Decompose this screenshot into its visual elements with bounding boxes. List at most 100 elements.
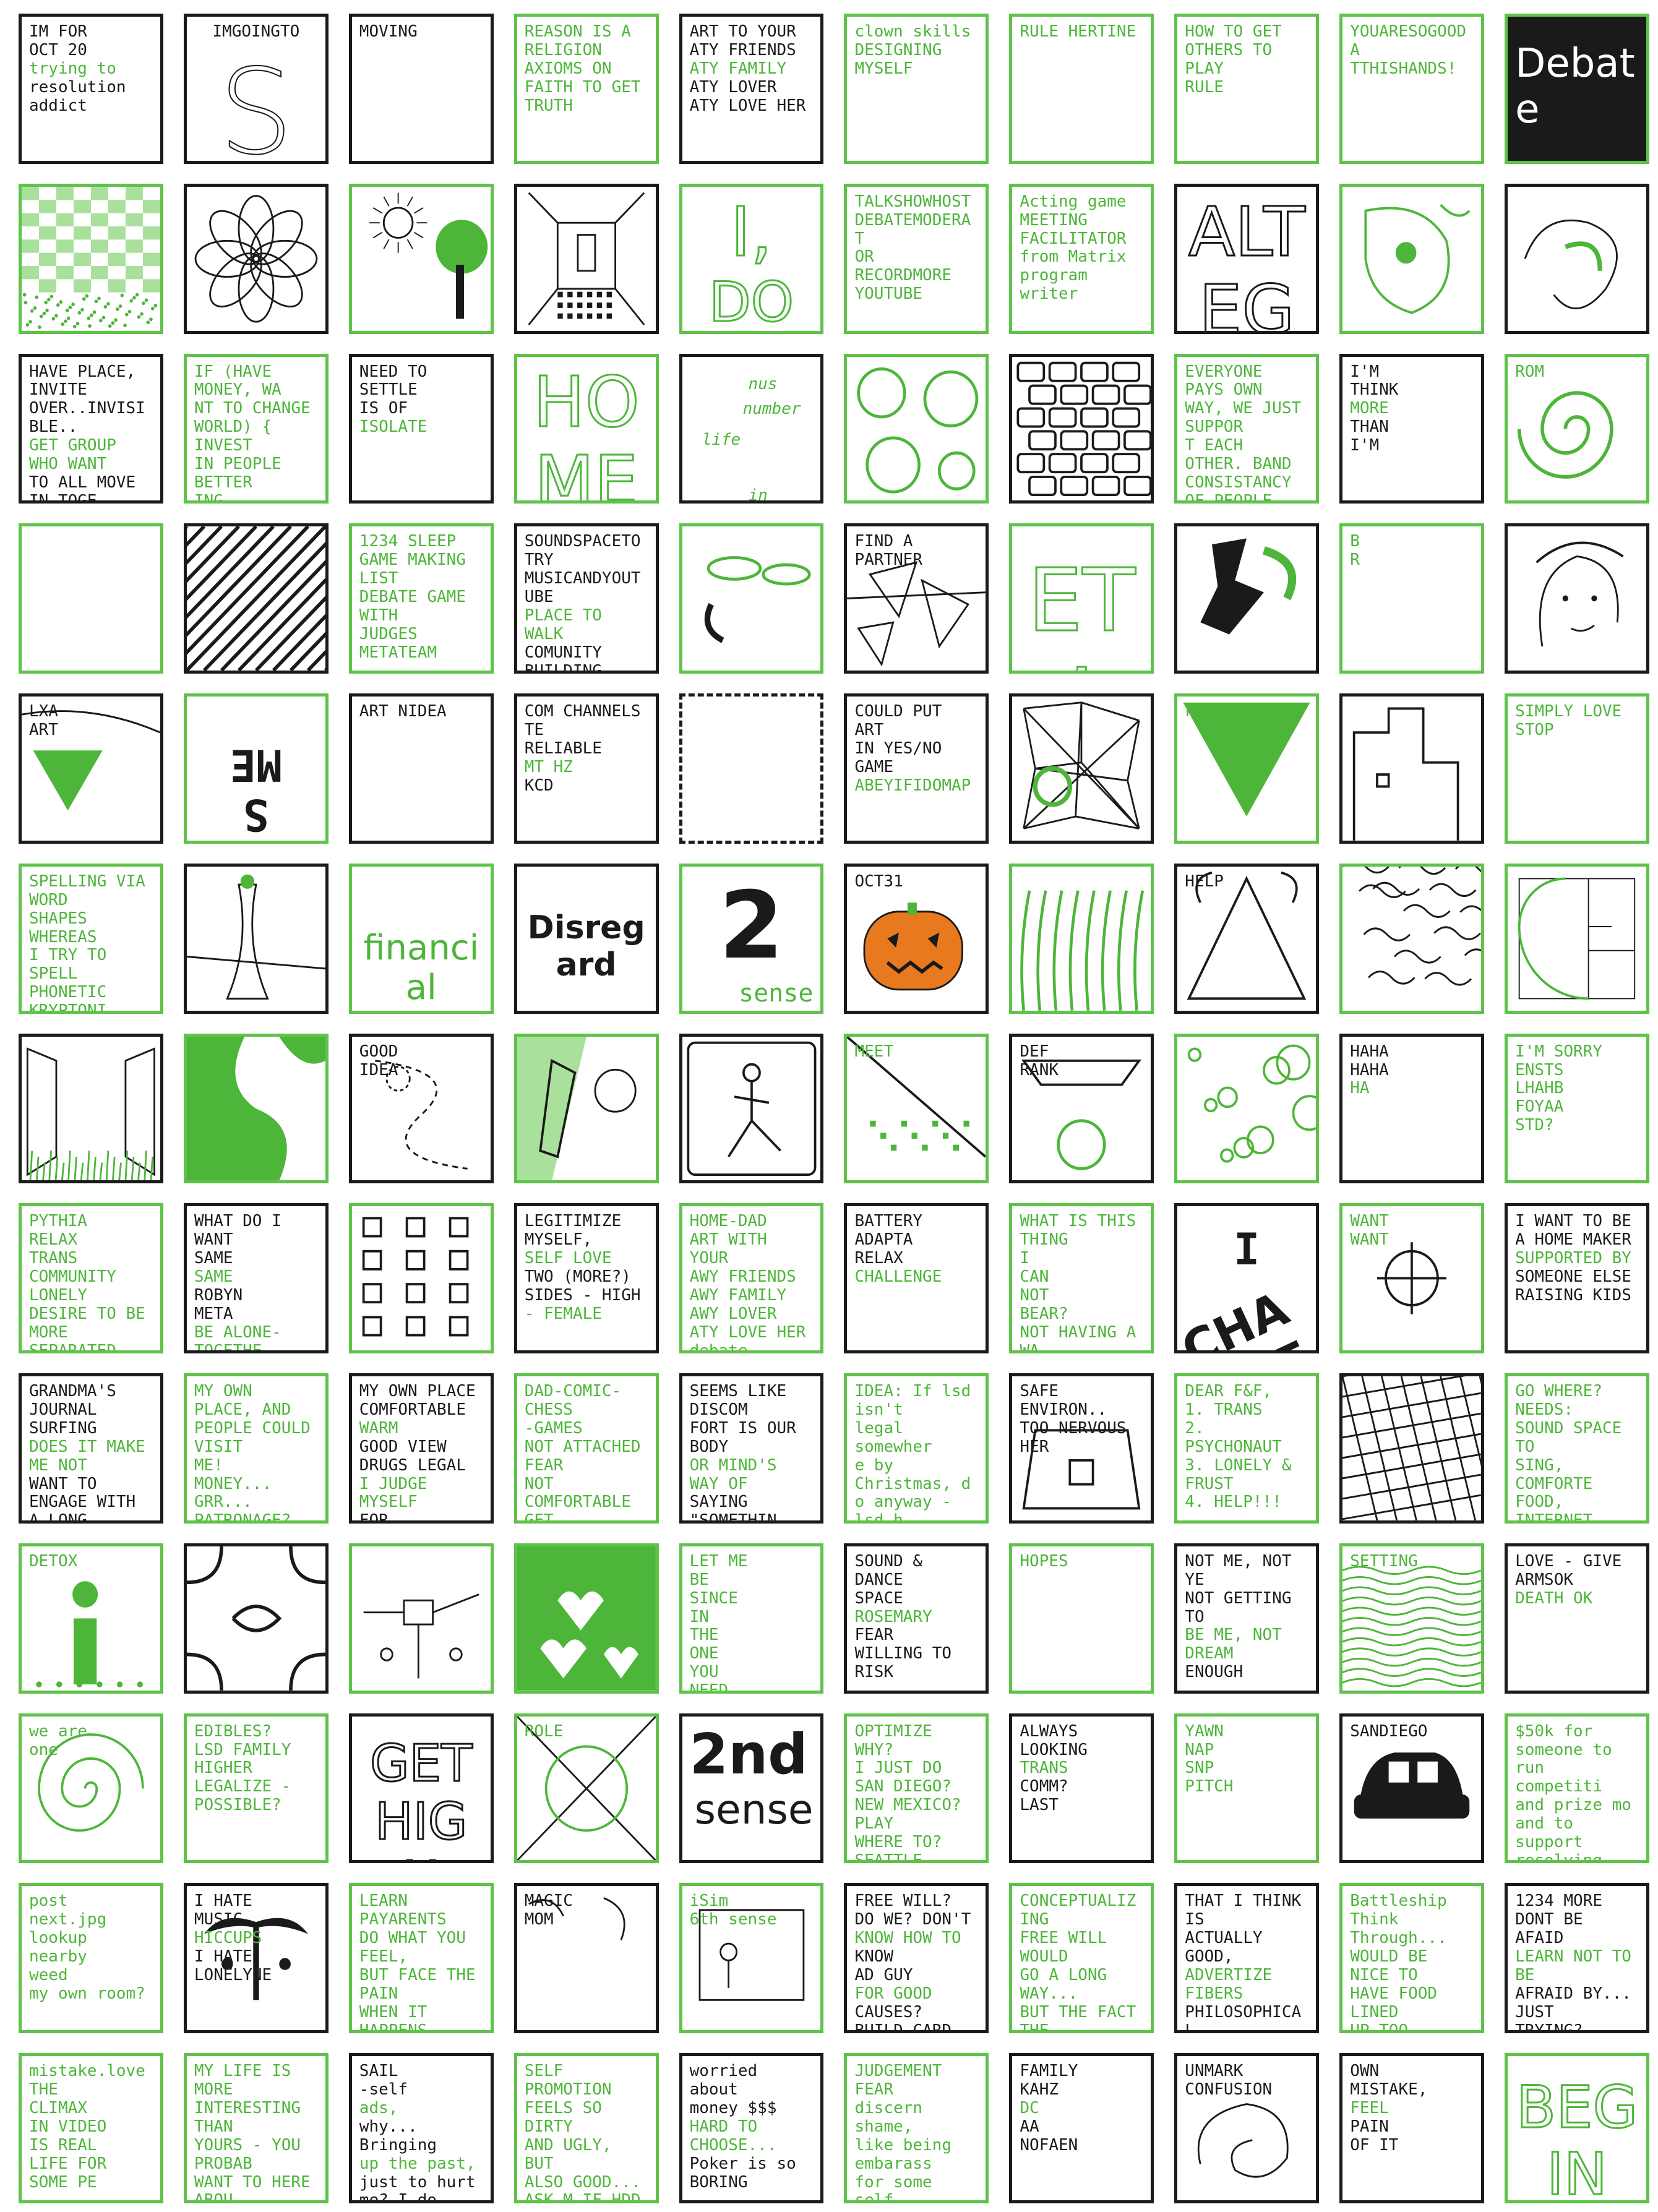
tile-text: HARD TO CHOOSE... — [689, 2117, 777, 2154]
tile-text: NOT HAVING A WA — [1020, 1322, 1136, 1354]
sketch-tile: 2nd sense — [679, 1713, 824, 1864]
tile-text: HELP — [1185, 872, 1224, 891]
tile-text: PITCH — [1185, 1777, 1234, 1796]
tile-text: SOUND & DANCE — [854, 1551, 923, 1589]
tile-text: FEAR — [854, 1626, 894, 1645]
tile-text: ATY LOVE HER — [689, 1322, 806, 1342]
sketch-tile: SELF PROMOTION FEELS SO DIRTY AND UGLY, BU… — [513, 2053, 659, 2203]
tile-text: AA — [1020, 2117, 1039, 2136]
sketch-tile — [1009, 863, 1154, 1014]
tile-text: o anyway - lsd h — [854, 1493, 952, 1524]
tile-text: RELAX — [29, 1230, 78, 1250]
tile-text: LEARN PAYARENTS — [359, 1892, 447, 1929]
tile-text: HA — [1350, 1079, 1370, 1098]
sketch-tile: SAIL -self ads, why... Bringing up the past, j… — [348, 2053, 494, 2203]
sketch-tile — [1174, 1033, 1320, 1184]
tile-text: TALKSHOWHOST — [854, 192, 971, 211]
tile-text: IS OF — [359, 399, 408, 418]
tile-text: PEOPLE COULD VISIT — [194, 1418, 311, 1456]
tile-text: NOT COMFORTABLE — [524, 1474, 631, 1512]
sketch-tile: we are one — [19, 1713, 163, 1864]
tile-text: 3. LONELY & FRUST — [1185, 1455, 1292, 1493]
tile-text: DESIGNING — [854, 40, 942, 59]
tile-text: NT TO CHANGE — [194, 399, 311, 418]
tile-text: ABEYIFIDOMAP — [854, 776, 971, 795]
tile-text: SANDIEGO — [1350, 1721, 1428, 1741]
tile-text: DEF — [1020, 1042, 1049, 1061]
tile-text: FEAR — [854, 2080, 894, 2099]
tile-text: PAIN — [1350, 2117, 1389, 2136]
tile-text: NOT ATTACHED — [524, 1437, 641, 1456]
tile-text: PLAY — [854, 1814, 894, 1833]
tile-text: HOW TO GET — [1185, 22, 1282, 41]
tile-text: HOME-DAD — [689, 1212, 767, 1231]
sketch-tile: MOVING — [348, 14, 494, 164]
tile-text: SEX — [218, 43, 294, 164]
tile-text: 1. TRANS — [1185, 1400, 1263, 1420]
tile-text: FAMILY — [1020, 2062, 1078, 2081]
tile-text: love — [524, 1551, 564, 1571]
tile-text: LEGALIZE - POSSIBLE? — [194, 1777, 291, 1815]
tile-text: I — [1234, 1224, 1260, 1275]
tile-text: NOT GETTING TO — [1185, 1588, 1292, 1626]
sketch-tile: LET MEBESINCEINTHEONEYOUNEEDTO FREEHOW — [679, 1543, 824, 1694]
tile-text: ETI — [1027, 551, 1136, 671]
sketch-tile: I WANT TO BE A HOME MAKER SUPPORTED BY SOME… — [1505, 1203, 1649, 1354]
tile-text: sense — [739, 979, 814, 1008]
tile-text: and prize mo — [1515, 1796, 1631, 1815]
sketch-tile: YAWN NAP SNP PITCH — [1174, 1713, 1320, 1864]
sketch-tile: 1234 MORE DONT BE AFAID LEARN NOT TO BE AFR… — [1505, 1883, 1649, 2034]
tile-text: PRESS — [204, 789, 309, 841]
sketch-tile: SETTING — [1339, 1543, 1485, 1694]
sketch-tile: REASON IS A RELIGION AXIOMS ON FAITH TO GET… — [513, 14, 659, 164]
sketch-tile: JUDGEMENT FEAR discern shame, like being emba… — [844, 2053, 989, 2203]
tile-text: mistake.love — [29, 2062, 145, 2081]
tile-text: up the past, — [359, 2154, 476, 2173]
sketch-tile: SAFE ENVIRON.. TOO NERVOUS HER — [1009, 1373, 1154, 1524]
tile-text: I WANT TO BE — [1515, 1212, 1631, 1231]
tile-text: WANT TO HERE ABOU — [194, 2172, 311, 2203]
tile-text: SELF LOVE — [524, 1249, 612, 1268]
tile-text: OWN — [1350, 2062, 1380, 2081]
tile-text: RELIGION — [524, 40, 602, 59]
sketch-tile: HELP — [1174, 863, 1320, 1014]
tile-text: LOVE - GIVE — [1515, 1551, 1622, 1571]
tile-text: DOILOVE — [37, 523, 135, 524]
sketch-tile — [1339, 183, 1485, 334]
tile-text: LONELY — [29, 1285, 87, 1305]
tile-text: debate — [689, 1341, 748, 1354]
tile-text: HOPES — [1020, 1551, 1068, 1571]
sketch-tile: SIMPLY LOVE STOP — [1505, 693, 1649, 844]
sketch-tile: SOUND & DANCE SPACE ROSEMARY FEAR WILLING TO… — [844, 1543, 989, 1694]
tile-text: I'M — [1350, 436, 1380, 455]
tile-text: MORE — [1350, 399, 1389, 418]
tile-text: GOOD VIEW — [359, 1437, 447, 1456]
tile-text: TRANS COMMUNITY — [29, 1249, 116, 1287]
tile-text: nus — [748, 374, 778, 393]
sketch-tile: mistake.love THE CLIMAX IN VIDEO IS REAL LIFE… — [19, 2053, 163, 2203]
sketch-tile: THAT I THINK IS ACTUALLY GOOD, ADVERTIZE F… — [1174, 1883, 1320, 2034]
tile-text: LIFE FOR — [29, 2154, 107, 2173]
tile-text: EGO — [1198, 270, 1295, 334]
sketch-tile: PYTHIA RELAX TRANS COMMUNITY LONELY DESIRE T… — [19, 1203, 163, 1354]
sketch-tile: NEED TO SETTLE IS OF ISOLATE — [348, 353, 494, 504]
tile-text: GAME MAKING LIST — [359, 551, 466, 588]
tile-text: Debate — [1515, 41, 1635, 132]
tile-text: LXA — [29, 702, 58, 721]
sketch-tile: Disregard — [513, 863, 659, 1014]
sketch-tile: worried about money $$$ HARD TO CHOOSE... P… — [679, 2053, 824, 2203]
tile-text: trying to — [29, 59, 116, 78]
tile-text: WHERE TO? — [854, 1833, 942, 1852]
sketch-tile: EDIBLES? LSD FAMILY HIGHER LEGALIZE - POSSI… — [183, 1713, 329, 1864]
tile-text: ME — [230, 739, 282, 791]
tile-text: iSim — [689, 1892, 729, 1911]
sketch-tile: LEARN PAYARENTS DO WHAT YOU FEEL, BUT FACE… — [348, 1883, 494, 2034]
tile-text: - FEMALE — [524, 1304, 602, 1323]
tile-text: THAN — [1350, 418, 1389, 437]
tile-text: UNMARK — [1185, 2062, 1244, 2081]
tile-text: I, — [729, 192, 773, 272]
tile-text: I — [1020, 1249, 1030, 1268]
tile-text: WHAT IS THIS — [1020, 1212, 1136, 1231]
sketch-tile: SOUNDSPACETOTRY MUSICANDYOUTUBE PLACE TO W… — [513, 523, 659, 674]
tile-text: FREE WILL? — [854, 1892, 952, 1911]
